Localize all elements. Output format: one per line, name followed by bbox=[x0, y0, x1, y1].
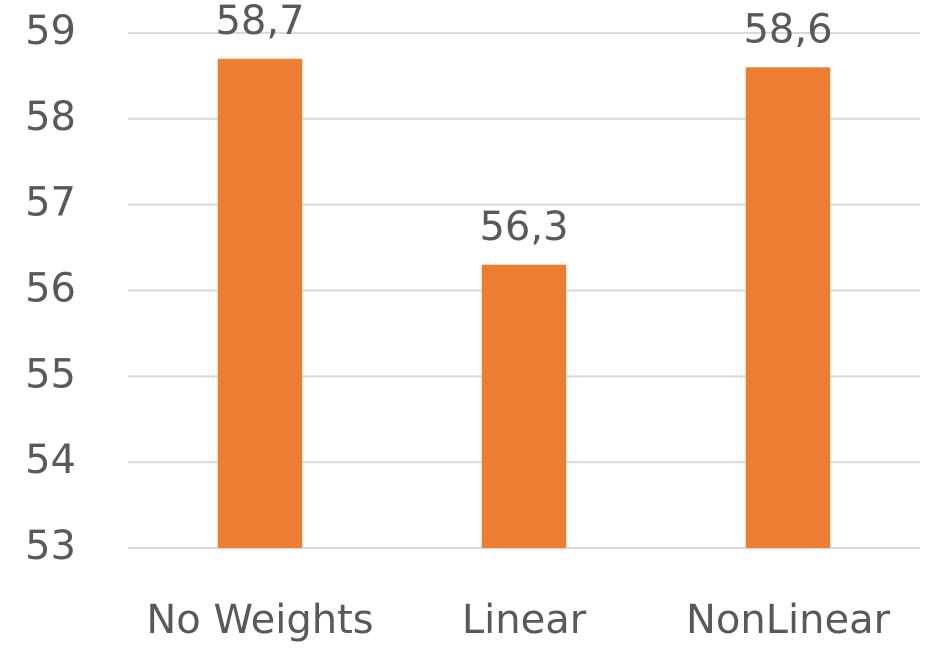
y-tick-label: 57 bbox=[25, 180, 76, 226]
y-tick-label: 53 bbox=[25, 523, 76, 569]
bar bbox=[481, 264, 567, 548]
x-tick-label: Linear bbox=[462, 597, 587, 643]
data-label: 58,6 bbox=[743, 6, 832, 52]
y-tick-label: 54 bbox=[25, 437, 76, 483]
data-label: 58,7 bbox=[215, 0, 304, 44]
x-tick-label: NonLinear bbox=[686, 597, 891, 643]
x-tick-label: No Weights bbox=[146, 597, 373, 643]
data-label: 56,3 bbox=[479, 204, 568, 250]
bar bbox=[217, 58, 303, 548]
y-tick-label: 55 bbox=[25, 351, 76, 397]
y-tick-label: 59 bbox=[25, 8, 76, 54]
y-tick-label: 58 bbox=[25, 94, 76, 140]
bar bbox=[745, 67, 831, 548]
y-tick-label: 56 bbox=[25, 266, 76, 312]
